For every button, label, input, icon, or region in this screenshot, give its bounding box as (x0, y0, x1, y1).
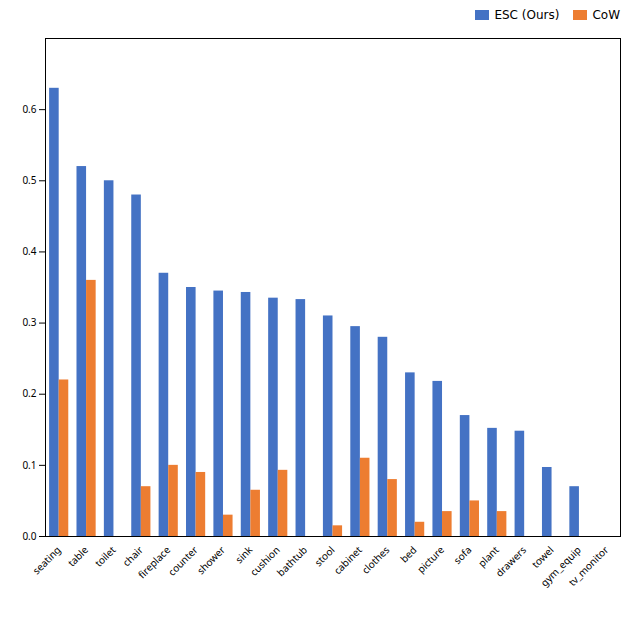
svg-text:0.2: 0.2 (22, 386, 36, 400)
svg-text:counter: counter (165, 543, 201, 579)
svg-text:clothes: clothes (358, 543, 392, 577)
svg-text:cabinet: cabinet (330, 543, 365, 578)
svg-text:0.3: 0.3 (22, 315, 36, 329)
svg-text:drawers: drawers (492, 543, 529, 580)
svg-text:tv_monitor: tv_monitor (565, 543, 611, 589)
html-text:ESC (Ours): ESC (Ours) (494, 8, 560, 22)
svg-text:toilet: toilet (91, 543, 118, 570)
svg-text:fireplace: fireplace (135, 543, 174, 582)
svg-text:0.5: 0.5 (22, 173, 36, 187)
svg-text:stool: stool (311, 542, 338, 569)
svg-text:chair: chair (119, 542, 146, 570)
svg-text:bed: bed (397, 543, 420, 566)
html-text:CoW: CoW (592, 8, 620, 22)
svg-text:cushion: cushion (246, 542, 283, 579)
svg-text:0.6: 0.6 (22, 102, 36, 116)
svg-text:shower: shower (194, 543, 228, 577)
svg-text:sofa: sofa (450, 543, 474, 567)
svg-text:sink: sink (232, 542, 256, 567)
svg-text:table: table (64, 543, 91, 570)
svg-text:picture: picture (414, 543, 447, 576)
svg-text:towel: towel (528, 542, 557, 571)
svg-text:0.0: 0.0 (22, 529, 36, 543)
svg-text:gym_equip: gym_equip (537, 542, 584, 590)
svg-text:0.1: 0.1 (22, 458, 36, 472)
svg-text:0.4: 0.4 (22, 244, 36, 258)
svg-text:bathtub: bathtub (274, 543, 310, 579)
svg-text:seating: seating (29, 543, 63, 577)
svg-text:plant: plant (474, 542, 502, 570)
